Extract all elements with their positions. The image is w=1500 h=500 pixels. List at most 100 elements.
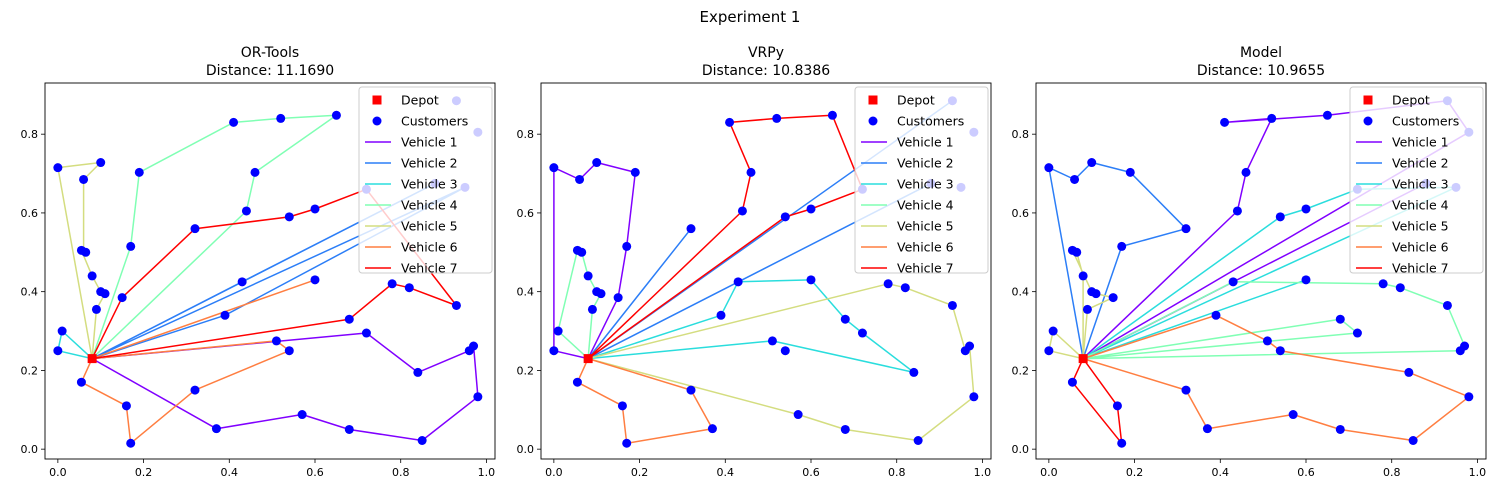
customer-point [716,310,726,320]
x-tick-label: 0.0 [49,466,67,479]
customer-point [271,336,281,346]
customer-point [87,271,97,281]
customer-point [1395,283,1405,293]
customer-point [1078,271,1088,281]
customer-point [57,326,67,336]
subplot-3: Model Distance: 10.9655 0.0 0.2 0.4 0.6 0.8 1.0… [1012,45,1487,479]
route-vehicle-6 [1082,314,1470,442]
x-tick-label: 0.8 [1383,466,1401,479]
customer-point [310,275,320,285]
route-vehicle-7 [1071,358,1123,445]
x-tick-label: 0.0 [545,466,563,479]
legend-label: Vehicle 7 [897,261,954,276]
customer-point [91,304,101,314]
route-vehicle-5 [587,283,975,442]
customer-point [793,410,803,420]
customer-point [780,346,790,356]
y-tick-label: 0.6 [1012,207,1030,220]
customer-point [1117,438,1127,448]
customer-point [1220,117,1230,127]
customer-point [1335,314,1345,324]
customer-point [1087,158,1097,168]
customer-point [806,275,816,285]
customer-point [1301,275,1311,285]
y-tick-label: 0.0 [21,443,39,456]
customer-point [857,328,867,338]
customer-point [575,174,585,184]
customer-point [622,438,632,448]
customer-point [344,424,354,434]
y-tick-label: 0.0 [517,443,535,456]
subplot-distance: Distance: 10.8386 [702,63,830,79]
customer-point [413,367,423,377]
y-tick-label: 0.6 [517,207,535,220]
customer-point [451,300,461,310]
customer-point [553,326,563,336]
legend-label: Vehicle 3 [401,177,458,192]
customer-point [361,328,371,338]
customer-point [297,410,307,420]
route-vehicle-3 [587,279,915,374]
legend-depot-marker [372,95,382,105]
route-vehicle-1 [553,161,637,360]
legend-label: Vehicle 4 [401,198,458,213]
customer-point [1288,410,1298,420]
customer-point [707,424,717,434]
x-tick-label: 1.0 [478,466,496,479]
customer-point [1464,392,1474,402]
customer-point [310,204,320,214]
customer-point [1181,385,1191,395]
x-tick-label: 0.2 [631,466,649,479]
route-vehicle-5 [1048,249,1114,360]
legend: Depot Customers Vehicle 1 Vehicle 2 Vehicle … [1349,86,1484,276]
customer-point [549,346,559,356]
legend-label: Vehicle 6 [897,240,954,255]
customer-point [473,392,483,402]
customer-point [596,289,606,299]
customer-point [1241,167,1251,177]
legend-label: Vehicle 6 [1392,240,1449,255]
customer-point [1070,174,1080,184]
customer-point [1460,341,1470,351]
legend-label: Depot [401,93,439,108]
customer-point [883,279,893,289]
customer-point [220,310,230,320]
route-vehicle-4 [91,114,338,360]
customer-point [81,247,91,257]
route-vehicle-6 [576,357,714,445]
subplot-title: VRPy [748,45,784,61]
customer-point [840,314,850,324]
legend: Depot Customers Vehicle 1 Vehicle 2 Vehicle … [854,86,989,276]
customer-point [622,241,632,251]
customer-point [1125,167,1135,177]
customer-point [1048,326,1058,336]
customer-point [79,174,89,184]
customer-point [331,110,341,120]
customer-point [613,293,623,303]
customer-point [686,224,696,234]
customer-point [746,167,756,177]
customer-point [737,206,747,216]
customer-point [1044,163,1054,173]
subplot-1: OR-Tools Distance: 11.1690 0.0 0.2 0.4 0.6 0.8… [21,45,496,479]
customer-point [250,167,260,177]
legend-label: Vehicle 2 [897,156,954,171]
customer-point [1442,300,1452,310]
legend-label: Vehicle 2 [1392,156,1449,171]
x-tick-label: 1.0 [1469,466,1487,479]
customer-point [134,167,144,177]
depot-marker [1078,354,1088,364]
customer-point [900,283,910,293]
y-tick-label: 0.4 [1012,286,1030,299]
y-tick-label: 0.2 [21,364,39,377]
customer-point [100,289,110,299]
legend-depot-marker [868,95,878,105]
x-tick-label: 0.4 [221,466,239,479]
customer-point [1378,279,1388,289]
legend-customer-marker [868,116,878,126]
customer-point [404,283,414,293]
customer-point [592,158,602,168]
legend-label: Customers [1392,114,1459,129]
x-tick-label: 0.2 [135,466,153,479]
legend-label: Vehicle 7 [401,261,458,276]
